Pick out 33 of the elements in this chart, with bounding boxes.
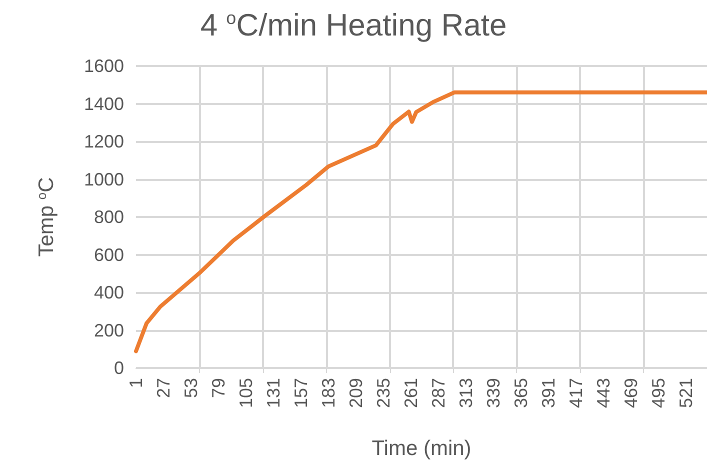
x-tick-label: 235 xyxy=(373,378,394,408)
x-tick-label: 131 xyxy=(263,378,284,408)
x-tick-label: 391 xyxy=(538,378,558,408)
x-tick-label: 495 xyxy=(648,378,668,408)
y-tick-label: 200 xyxy=(94,320,124,340)
x-tick-label: 27 xyxy=(153,378,174,398)
y-tick-label: 1000 xyxy=(84,169,124,190)
x-tick-label: 157 xyxy=(290,378,311,408)
y-tick-label: 1200 xyxy=(84,132,124,152)
y-axis-title: Temp oC xyxy=(34,177,58,257)
y-tick-label: 800 xyxy=(94,207,124,227)
y-tick-label: 1400 xyxy=(84,94,124,114)
x-tick-label: 417 xyxy=(566,378,586,408)
x-tick-label: 79 xyxy=(208,378,228,398)
y-tick-label: 1600 xyxy=(84,56,124,76)
y-tick-label: 0 xyxy=(114,358,124,378)
x-tick-label: 443 xyxy=(593,378,614,408)
x-tick-label: 53 xyxy=(180,378,201,398)
x-tick-label: 183 xyxy=(318,378,338,408)
line-series xyxy=(134,90,707,354)
x-tick-label: 105 xyxy=(236,378,256,408)
x-tick-label: 287 xyxy=(428,378,448,408)
x-tick-label: 469 xyxy=(620,378,641,408)
y-tick-label: 400 xyxy=(94,282,124,302)
x-tick-label: 365 xyxy=(510,378,531,408)
x-tick-label: 209 xyxy=(346,378,366,408)
x-axis-title: Time (min) xyxy=(372,437,472,460)
x-tick-label: 521 xyxy=(676,378,696,408)
x-tick-label: 339 xyxy=(483,378,504,408)
x-tick-label: 313 xyxy=(456,378,476,408)
x-tick-label: 261 xyxy=(400,378,421,408)
y-tick-label: 600 xyxy=(94,244,124,265)
x-tick-label: 1 xyxy=(126,378,146,388)
